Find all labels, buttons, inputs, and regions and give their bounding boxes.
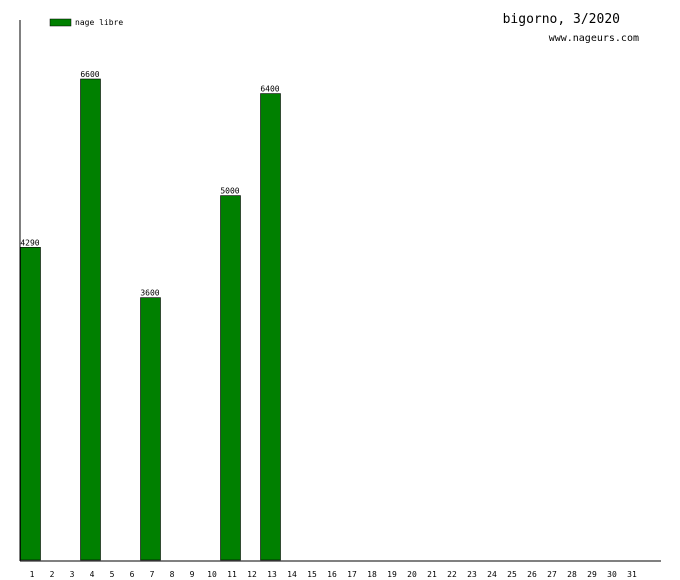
chart-title: bigorno, 3/2020 <box>503 12 620 27</box>
x-tick-label: 14 <box>287 570 297 579</box>
x-tick-label: 27 <box>547 570 557 579</box>
x-tick-label: 3 <box>70 570 75 579</box>
x-tick-label: 24 <box>487 570 497 579</box>
bars-group <box>20 78 281 561</box>
x-tick-label: 5 <box>110 570 115 579</box>
x-tick-label: 7 <box>150 570 155 579</box>
x-tick-label: 29 <box>587 570 597 579</box>
x-tick-label: 22 <box>447 570 457 579</box>
bar-value-label: 3600 <box>140 289 159 298</box>
x-tick-label: 9 <box>190 570 195 579</box>
x-tick-label: 10 <box>207 570 217 579</box>
x-tick-label: 13 <box>267 570 277 579</box>
legend-swatch <box>49 18 72 27</box>
chart-subtitle: www.nageurs.com <box>549 33 639 44</box>
bar-value-label: 6400 <box>260 85 279 94</box>
x-tick-label: 16 <box>327 570 337 579</box>
x-tick-label: 18 <box>367 570 377 579</box>
x-tick-label: 26 <box>527 570 537 579</box>
x-tick-label: 1 <box>30 570 35 579</box>
x-tick-label: 2 <box>50 570 55 579</box>
bar-value-label: 4290 <box>20 238 39 247</box>
x-tick-label: 19 <box>387 570 397 579</box>
x-tick-label: 12 <box>247 570 257 579</box>
bar <box>20 247 41 561</box>
x-tick-label: 4 <box>90 570 95 579</box>
bar-value-label: 5000 <box>220 187 239 196</box>
x-tick-label: 23 <box>467 570 477 579</box>
x-tick-label: 8 <box>170 570 175 579</box>
x-tick-label: 25 <box>507 570 517 579</box>
x-tick-label: 28 <box>567 570 577 579</box>
legend-label: nage libre <box>75 18 123 27</box>
x-tick-label: 31 <box>627 570 637 579</box>
x-tick-labels-group: 1 2 3 4 5 6 7 8 9 10 11 12 13 14 15 16 17 18 19 20 21 22 23 24 2… <box>30 570 637 579</box>
bar <box>260 93 281 561</box>
value-labels-group: 4290 6600 3600 5000 6400 <box>20 70 279 298</box>
legend: nage libre <box>49 18 123 27</box>
bar <box>140 297 161 561</box>
x-tick-label: 6 <box>130 570 135 579</box>
x-tick-label: 11 <box>227 570 237 579</box>
x-tick-label: 15 <box>307 570 317 579</box>
x-tick-label: 17 <box>347 570 357 579</box>
x-tick-label: 21 <box>427 570 437 579</box>
x-tick-label: 20 <box>407 570 417 579</box>
x-tick-label: 30 <box>607 570 617 579</box>
bar-value-label: 6600 <box>80 70 99 79</box>
bar <box>220 195 241 561</box>
bar <box>80 78 101 561</box>
